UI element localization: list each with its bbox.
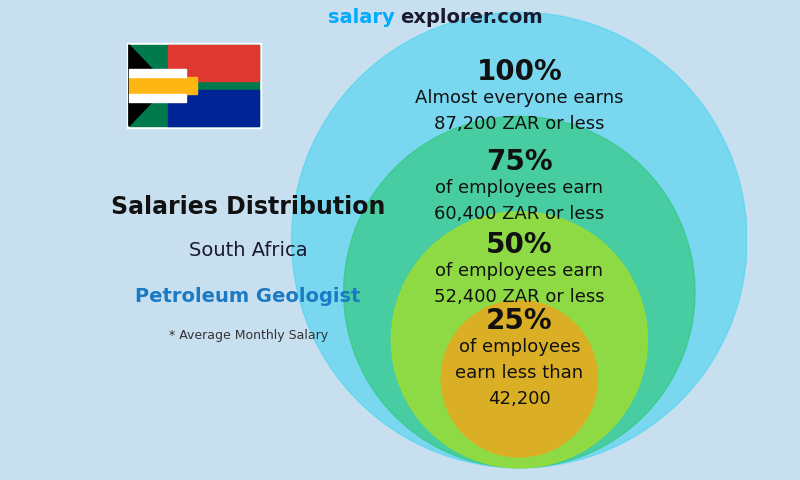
Polygon shape [129, 45, 168, 126]
Polygon shape [129, 77, 197, 94]
Text: salary: salary [328, 8, 394, 27]
Text: of employees: of employees [458, 338, 580, 356]
Text: * Average Monthly Salary: * Average Monthly Salary [169, 329, 328, 342]
Text: 52,400 ZAR or less: 52,400 ZAR or less [434, 288, 605, 307]
Text: explorer.com: explorer.com [400, 8, 542, 27]
Text: earn less than: earn less than [455, 364, 583, 383]
Polygon shape [129, 94, 186, 102]
FancyBboxPatch shape [129, 45, 259, 126]
Text: Petroleum Geologist: Petroleum Geologist [135, 287, 361, 306]
Text: 50%: 50% [486, 231, 553, 259]
Text: Almost everyone earns: Almost everyone earns [415, 89, 623, 107]
Circle shape [391, 212, 647, 468]
Text: of employees earn: of employees earn [435, 179, 603, 197]
Circle shape [442, 301, 598, 457]
Text: 75%: 75% [486, 148, 553, 176]
FancyBboxPatch shape [168, 45, 259, 82]
Text: Salaries Distribution: Salaries Distribution [111, 195, 386, 219]
Text: 42,200: 42,200 [488, 390, 550, 408]
Circle shape [344, 116, 695, 468]
Text: 60,400 ZAR or less: 60,400 ZAR or less [434, 205, 605, 223]
Circle shape [291, 12, 747, 468]
Polygon shape [129, 69, 186, 77]
Text: 25%: 25% [486, 307, 553, 336]
Text: South Africa: South Africa [189, 241, 307, 260]
FancyBboxPatch shape [168, 89, 259, 126]
Text: 100%: 100% [477, 58, 562, 86]
Text: 87,200 ZAR or less: 87,200 ZAR or less [434, 115, 605, 133]
FancyBboxPatch shape [53, 1, 747, 479]
Text: of employees earn: of employees earn [435, 263, 603, 280]
FancyBboxPatch shape [126, 43, 261, 128]
